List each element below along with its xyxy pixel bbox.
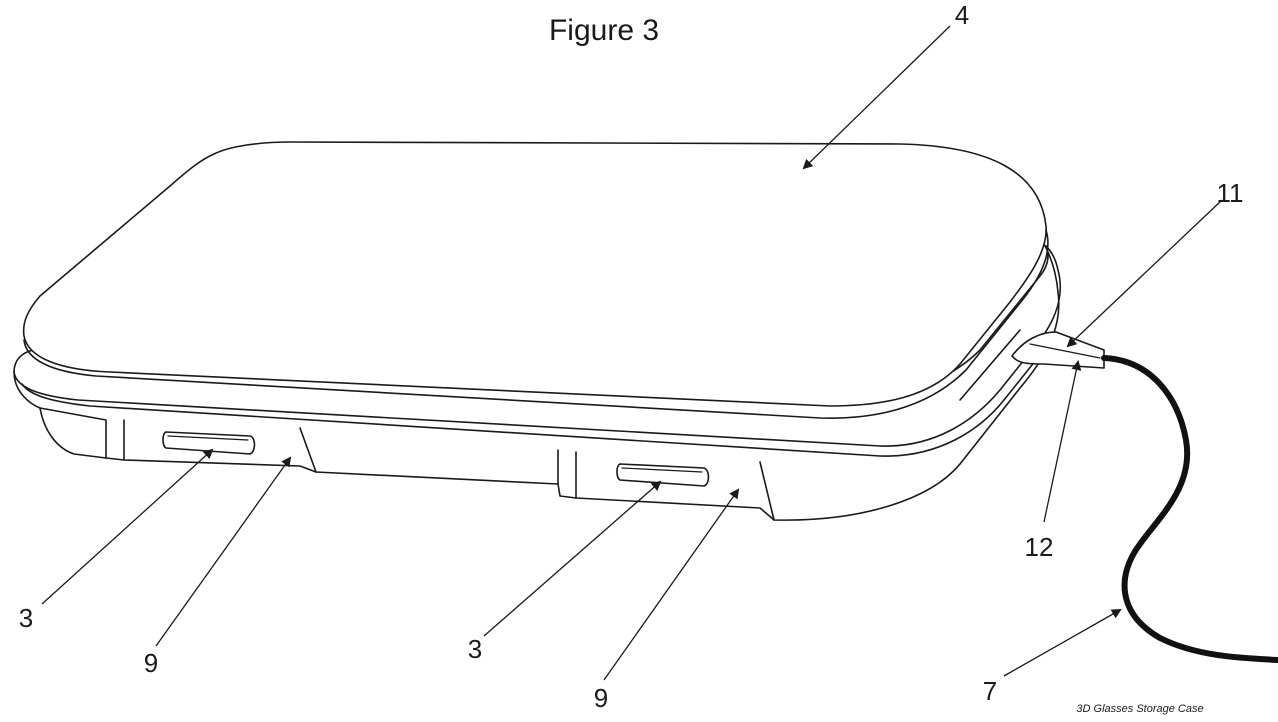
leader-button-right bbox=[483, 480, 662, 637]
base-seam-6 bbox=[759, 461, 775, 521]
callout-button-left: 3 bbox=[19, 603, 33, 633]
leader-lines bbox=[41, 25, 1223, 681]
storage-case bbox=[13, 141, 1278, 663]
base-rim-inner bbox=[21, 349, 1045, 457]
lid bbox=[22, 141, 1047, 407]
callout-lid: 4 bbox=[955, 0, 969, 30]
leader-cable bbox=[1003, 609, 1122, 677]
leader-panel-right bbox=[603, 488, 740, 681]
leader-lid bbox=[802, 25, 951, 170]
button-right bbox=[616, 463, 710, 487]
base-rim-outer bbox=[13, 245, 1062, 447]
leader-button-left bbox=[41, 448, 214, 605]
button-left bbox=[162, 431, 256, 455]
base-seam-7 bbox=[959, 329, 1021, 401]
base-seam-3 bbox=[299, 427, 317, 473]
callout-panel-right: 9 bbox=[594, 683, 608, 713]
figure-title: Figure 3 bbox=[549, 14, 659, 47]
leader-connector-bottom bbox=[1043, 360, 1082, 523]
callout-panel-left: 9 bbox=[144, 648, 158, 678]
cable bbox=[1101, 355, 1278, 663]
base-seam-1 bbox=[39, 407, 107, 459]
callout-button-right: 3 bbox=[468, 634, 482, 664]
callout-connector-bottom: 12 bbox=[1025, 532, 1054, 562]
leader-connector-top bbox=[1066, 199, 1223, 348]
callout-connector-top: 11 bbox=[1217, 178, 1244, 208]
lid-bevel bbox=[23, 229, 1049, 419]
callout-cable: 7 bbox=[983, 676, 997, 706]
figure-caption: 3D Glasses Storage Case bbox=[1076, 703, 1203, 715]
leader-panel-left bbox=[155, 456, 292, 647]
